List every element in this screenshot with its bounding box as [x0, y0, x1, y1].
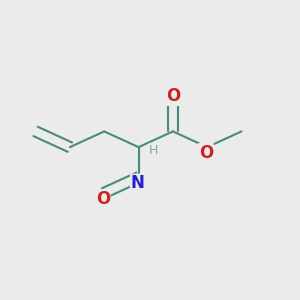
Text: O: O: [166, 87, 180, 105]
Text: H: H: [149, 144, 158, 157]
Text: N: N: [131, 175, 145, 193]
Text: O: O: [199, 144, 213, 162]
Text: O: O: [96, 190, 110, 208]
